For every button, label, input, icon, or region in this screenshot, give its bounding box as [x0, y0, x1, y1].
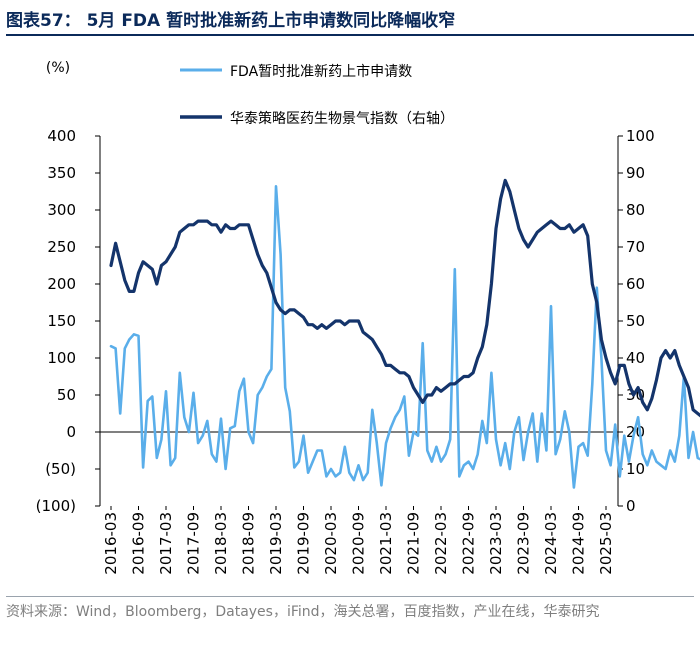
- x-axis-tick-label: 2018-03: [212, 512, 230, 575]
- x-axis-tick-label: 2021-09: [405, 512, 423, 575]
- x-axis-tick-label: 2017-09: [185, 512, 203, 575]
- x-axis-tick-label: 2016-09: [130, 512, 148, 575]
- x-axis-tick-label: 2024-09: [570, 512, 588, 575]
- series-line-pharma-index: [109, 178, 700, 418]
- left-axis-tick-label: 50: [57, 386, 76, 404]
- right-axis-tick-label: 80: [626, 201, 645, 219]
- right-axis-tick-label: 70: [626, 238, 645, 256]
- left-axis-tick-label: 350: [47, 164, 76, 182]
- right-axis-tick-label: 10: [626, 460, 645, 478]
- x-axis-tick-label: 2025-03: [597, 512, 615, 575]
- left-axis-tick-label: 300: [47, 201, 76, 219]
- left-axis-tick-label: 150: [47, 312, 76, 330]
- source-note: 资料来源：Wind，Bloomberg，Datayes，iFind，海关总署，百…: [6, 604, 600, 620]
- x-axis-tick-label: 2018-09: [240, 512, 258, 575]
- legend: FDA暂时批准新药上市申请数 华泰策略医药生物景气指数（右轴）: [180, 63, 454, 127]
- right-axis-tick-label: 90: [626, 164, 645, 182]
- left-axis-tick-label: 250: [47, 238, 76, 256]
- left-axis-tick-label: (100): [36, 497, 76, 515]
- x-axis-tick-label: 2023-03: [487, 512, 505, 575]
- title-divider: [6, 34, 694, 36]
- x-axis-tick-label: 2020-03: [322, 512, 340, 575]
- legend-label-fda: FDA暂时批准新药上市申请数: [230, 63, 412, 80]
- x-axis-tick-label: 2019-03: [267, 512, 285, 575]
- right-axis-tick-label: 0: [626, 497, 636, 515]
- x-axis-tick-label: 2021-03: [377, 512, 395, 575]
- left-axis-tick-label: 0: [66, 423, 76, 441]
- left-axis-tick-label: 400: [47, 127, 76, 145]
- legend-label-index: 华泰策略医药生物景气指数（右轴）: [230, 110, 454, 127]
- x-axis-tick-label: 2022-09: [460, 512, 478, 575]
- left-axis-tick-label: 200: [47, 275, 76, 293]
- x-axis-tick-label: 2017-03: [157, 512, 175, 575]
- x-axis-tick-label: 2024-03: [542, 512, 560, 575]
- x-axis-tick-label: 2022-03: [432, 512, 450, 575]
- source-divider: [6, 596, 694, 597]
- figure-title: 图表57： 5月 FDA 暂时批准新药上市申请数同比降幅收窄: [6, 11, 456, 31]
- x-axis-tick-label: 2019-09: [295, 512, 313, 575]
- x-axis-tick-label: 2020-09: [350, 512, 368, 575]
- series-line-fda-approvals: [109, 185, 700, 489]
- left-axis-tick-label: 100: [47, 349, 76, 367]
- right-axis-tick-label: 100: [626, 127, 655, 145]
- left-axis-unit-label: (%): [46, 60, 70, 76]
- right-axis-tick-label: 50: [626, 312, 645, 330]
- right-axis-tick-label: 60: [626, 275, 645, 293]
- x-axis-tick-label: 2023-09: [515, 512, 533, 575]
- right-axis-tick-label: 40: [626, 349, 645, 367]
- left-axis-tick-label: (50): [45, 460, 76, 478]
- x-axis-tick-label: 2016-03: [102, 512, 120, 575]
